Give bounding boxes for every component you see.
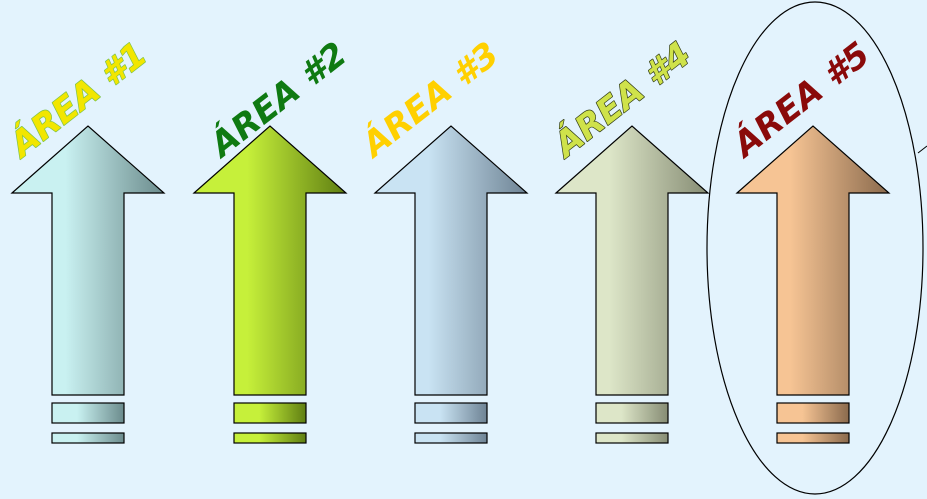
area-2: ÁREA #2 — [192, 34, 355, 444]
arrow-4 — [554, 125, 710, 396]
arrow-5-base-bar-1 — [776, 402, 850, 424]
area-5: ÁREA #5 — [723, 34, 891, 444]
arrow-4-base-bar-1 — [595, 402, 669, 424]
arrow-1-base-bar-1 — [51, 402, 125, 424]
arrow-1 — [10, 125, 166, 396]
arrow-5-base-bar-2 — [776, 432, 850, 444]
area-4: ÁREA #4 — [543, 33, 710, 444]
arrow-3-base-bar-1 — [414, 402, 488, 424]
arrow-3-base-bar-2 — [414, 432, 488, 444]
arrow-5 — [735, 125, 891, 396]
arrow-2-base-bar-2 — [233, 432, 307, 444]
arrow-2 — [192, 125, 348, 396]
arrow-1-base-bar-2 — [51, 432, 125, 444]
area-3: ÁREA #3 — [352, 34, 529, 444]
arrow-2-base-bar-1 — [233, 402, 307, 424]
area-1: ÁREA #1 — [0, 33, 166, 444]
ellipse-tick-mark — [917, 145, 927, 154]
arrow-3 — [373, 125, 529, 396]
arrow-4-base-bar-2 — [595, 432, 669, 444]
highlight-ellipse — [706, 1, 924, 495]
